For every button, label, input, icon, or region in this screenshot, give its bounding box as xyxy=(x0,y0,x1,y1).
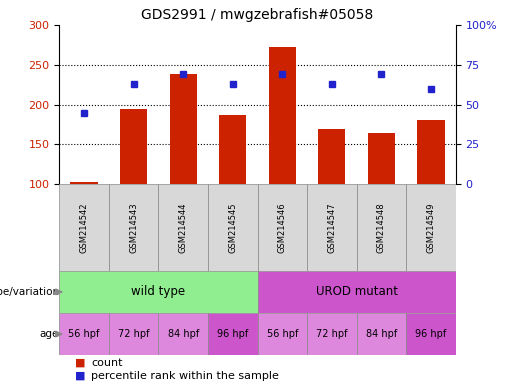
Bar xyxy=(417,120,444,184)
Bar xyxy=(208,184,258,271)
Bar xyxy=(109,313,159,355)
Bar xyxy=(368,132,395,184)
Text: 56 hpf: 56 hpf xyxy=(68,329,100,339)
Bar xyxy=(59,184,109,271)
Bar xyxy=(318,129,346,184)
Text: GSM214544: GSM214544 xyxy=(179,202,187,253)
Bar xyxy=(258,184,307,271)
Text: 84 hpf: 84 hpf xyxy=(167,329,199,339)
Bar xyxy=(406,313,456,355)
Bar xyxy=(269,47,296,184)
Text: 96 hpf: 96 hpf xyxy=(416,329,447,339)
Text: GSM214542: GSM214542 xyxy=(79,202,89,253)
Text: GSM214545: GSM214545 xyxy=(228,202,237,253)
Text: GSM214549: GSM214549 xyxy=(426,202,436,253)
Text: ■: ■ xyxy=(75,371,85,381)
Title: GDS2991 / mwgzebrafish#05058: GDS2991 / mwgzebrafish#05058 xyxy=(142,8,373,22)
Bar xyxy=(208,313,258,355)
Text: GSM214547: GSM214547 xyxy=(328,202,336,253)
Text: 72 hpf: 72 hpf xyxy=(316,329,348,339)
Text: percentile rank within the sample: percentile rank within the sample xyxy=(91,371,279,381)
Bar xyxy=(169,74,197,184)
Bar xyxy=(109,184,159,271)
Bar xyxy=(258,271,456,313)
Bar xyxy=(307,184,356,271)
Text: GSM214546: GSM214546 xyxy=(278,202,287,253)
Bar xyxy=(219,115,246,184)
Text: ■: ■ xyxy=(75,358,85,368)
Text: GSM214543: GSM214543 xyxy=(129,202,138,253)
Bar xyxy=(59,313,109,355)
Bar xyxy=(356,184,406,271)
Text: UROD mutant: UROD mutant xyxy=(316,285,398,298)
Text: 84 hpf: 84 hpf xyxy=(366,329,397,339)
Bar xyxy=(258,313,307,355)
Text: count: count xyxy=(91,358,123,368)
Bar xyxy=(307,313,356,355)
Text: age: age xyxy=(40,329,59,339)
Text: 96 hpf: 96 hpf xyxy=(217,329,248,339)
Text: 56 hpf: 56 hpf xyxy=(267,329,298,339)
Bar xyxy=(71,182,98,184)
Bar xyxy=(159,313,208,355)
Text: 72 hpf: 72 hpf xyxy=(118,329,149,339)
Bar xyxy=(59,271,258,313)
Bar xyxy=(406,184,456,271)
Bar xyxy=(159,184,208,271)
Text: wild type: wild type xyxy=(131,285,185,298)
Text: GSM214548: GSM214548 xyxy=(377,202,386,253)
Bar xyxy=(356,313,406,355)
Bar xyxy=(120,109,147,184)
Text: genotype/variation: genotype/variation xyxy=(0,287,59,297)
